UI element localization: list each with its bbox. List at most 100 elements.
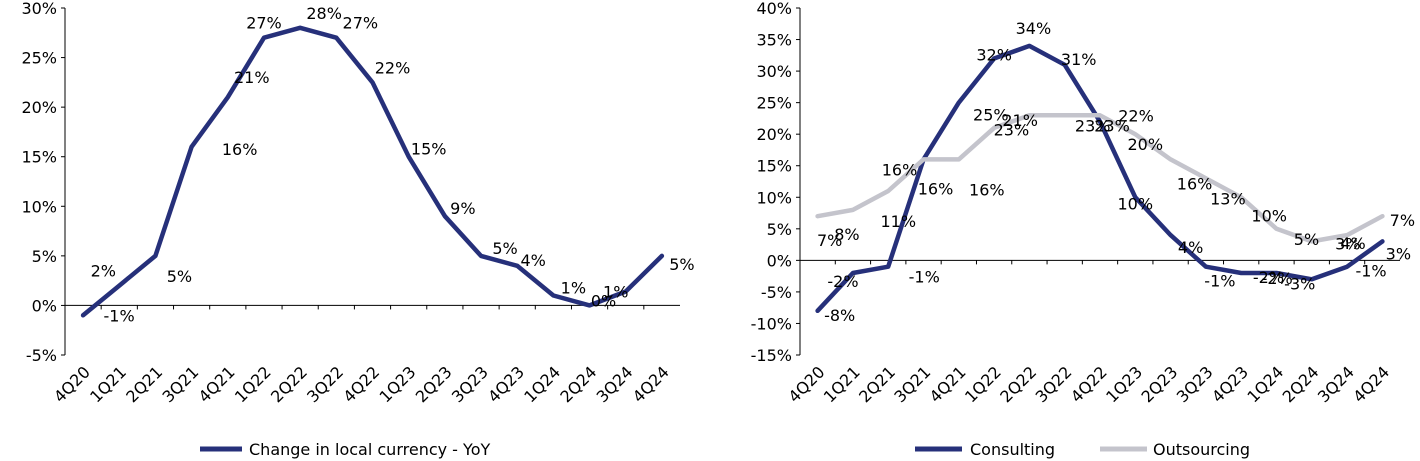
- data-label: 21%: [234, 68, 270, 87]
- data-label: 16%: [918, 179, 954, 198]
- data-label: 10%: [1251, 206, 1287, 225]
- x-tick-label: 4Q22: [339, 362, 383, 406]
- data-label: -1%: [909, 268, 940, 287]
- data-label: 8%: [834, 225, 859, 244]
- x-tick-label: 3Q22: [1032, 362, 1076, 406]
- x-tick-label: 3Q24: [1314, 362, 1358, 406]
- x-tick-label: 3Q21: [890, 362, 934, 406]
- data-label: 5%: [1294, 230, 1319, 249]
- data-label: 4%: [1340, 234, 1365, 253]
- data-label: 27%: [246, 14, 282, 33]
- y-tick-label: 5%: [767, 220, 792, 239]
- series-line-outsourcing: [815, 113, 1385, 244]
- data-label: -1%: [1204, 272, 1235, 291]
- data-label: 4%: [521, 251, 546, 270]
- series-line-consulting: [815, 43, 1385, 314]
- legend-label: Consulting: [970, 440, 1055, 459]
- x-tick-label: 4Q24: [1349, 362, 1393, 406]
- y-tick-label: 15%: [756, 157, 792, 176]
- x-tick-label: 4Q24: [629, 362, 673, 406]
- x-tick-label: 2Q22: [267, 362, 311, 406]
- y-tick-label: 20%: [21, 98, 57, 117]
- data-label: -8%: [824, 306, 855, 325]
- data-label: 16%: [969, 180, 1005, 199]
- data-label: 20%: [1128, 135, 1164, 154]
- x-tick-label: 3Q22: [303, 362, 347, 406]
- data-label: 16%: [1177, 174, 1213, 193]
- data-label: 7%: [817, 231, 842, 250]
- y-tick-label: 35%: [756, 31, 792, 50]
- data-label: 7%: [1390, 211, 1415, 230]
- x-tick-label: 1Q22: [231, 362, 275, 406]
- data-label: 13%: [1210, 189, 1246, 208]
- x-tick-label: 2Q22: [996, 362, 1040, 406]
- x-tick-label: 1Q24: [520, 362, 564, 406]
- x-tick-label: 2Q24: [1279, 362, 1323, 406]
- x-tick-label: 2Q23: [1137, 362, 1181, 406]
- data-label: 16%: [222, 140, 258, 159]
- x-tick-label: 1Q21: [86, 362, 130, 406]
- legend-label: Outsourcing: [1153, 440, 1250, 459]
- y-tick-label: 5%: [32, 247, 57, 266]
- data-label: 1%: [603, 283, 628, 302]
- data-label: 34%: [1016, 19, 1052, 38]
- y-tick-label: 10%: [756, 188, 792, 207]
- x-tick-label: 1Q21: [820, 362, 864, 406]
- data-label: 11%: [880, 212, 916, 231]
- x-tick-label: 3Q24: [593, 362, 637, 406]
- x-tick-label: 3Q21: [159, 362, 203, 406]
- x-tick-label: 4Q23: [484, 362, 528, 406]
- y-tick-label: 0%: [32, 296, 57, 315]
- series-line-change-in-local-currency-yoy: [80, 25, 665, 318]
- data-label: 23%: [1094, 116, 1130, 135]
- y-tick-label: 30%: [21, 0, 57, 18]
- x-tick-label: 2Q21: [855, 362, 899, 406]
- y-tick-label: -5%: [761, 283, 792, 302]
- x-tick-label: 4Q21: [926, 362, 970, 406]
- data-label: 31%: [1061, 50, 1097, 69]
- y-tick-label: 0%: [767, 251, 792, 270]
- data-label: 5%: [669, 255, 694, 274]
- y-tick-label: -5%: [26, 346, 57, 365]
- x-tick-label: 1Q23: [1102, 362, 1146, 406]
- data-label: 2%: [91, 262, 116, 281]
- x-tick-label: 2Q23: [412, 362, 456, 406]
- data-label: 16%: [882, 160, 918, 179]
- chart-local-currency-yoy: -5%0%5%10%15%20%25%30%4Q201Q212Q213Q214Q…: [21, 0, 694, 459]
- y-tick-label: 15%: [21, 148, 57, 167]
- data-label: 10%: [1118, 194, 1154, 213]
- chart-consulting-outsourcing: -15% -10% -5% 0% 5% 10% 15% 20% 25% 30% 35% 40% 4Q20…: [751, 0, 1415, 459]
- data-label: 1%: [561, 279, 586, 298]
- data-label: -2%: [1262, 269, 1293, 288]
- x-tick-label: 1Q22: [961, 362, 1005, 406]
- x-tick-label: 4Q21: [195, 362, 239, 406]
- x-tick-label: 1Q24: [1243, 362, 1287, 406]
- x-tick-label: 2Q24: [556, 362, 600, 406]
- data-label: 28%: [306, 4, 342, 23]
- x-tick-label: 4Q20: [50, 362, 94, 406]
- data-label: 15%: [411, 140, 447, 159]
- x-tick-label: 3Q23: [448, 362, 492, 406]
- data-label: 5%: [167, 267, 192, 286]
- data-label: 4%: [1178, 238, 1203, 257]
- data-label: -3%: [1284, 274, 1315, 293]
- data-label: 22%: [1118, 107, 1154, 126]
- data-label: 0%: [591, 291, 616, 310]
- y-tick-label: 25%: [21, 49, 57, 68]
- x-tick-label: 4Q22: [1067, 362, 1111, 406]
- y-tick-label: 40%: [756, 0, 792, 18]
- y-tick-label: 25%: [756, 94, 792, 113]
- data-label: 21%: [1002, 111, 1038, 130]
- legend-label: Change in local currency - YoY: [249, 440, 490, 459]
- data-label: -1%: [104, 306, 135, 325]
- data-label: -2%: [1253, 268, 1284, 287]
- y-tick-label: 30%: [756, 62, 792, 81]
- y-tick-label: 20%: [756, 125, 792, 144]
- y-tick-label: 10%: [21, 197, 57, 216]
- x-tick-label: 2Q21: [122, 362, 166, 406]
- data-label: 25%: [973, 106, 1009, 125]
- y-tick-label: -15%: [751, 346, 792, 365]
- x-tick-label: 4Q20: [785, 362, 829, 406]
- data-label: 5%: [492, 239, 517, 258]
- x-tick-label: 4Q23: [1208, 362, 1252, 406]
